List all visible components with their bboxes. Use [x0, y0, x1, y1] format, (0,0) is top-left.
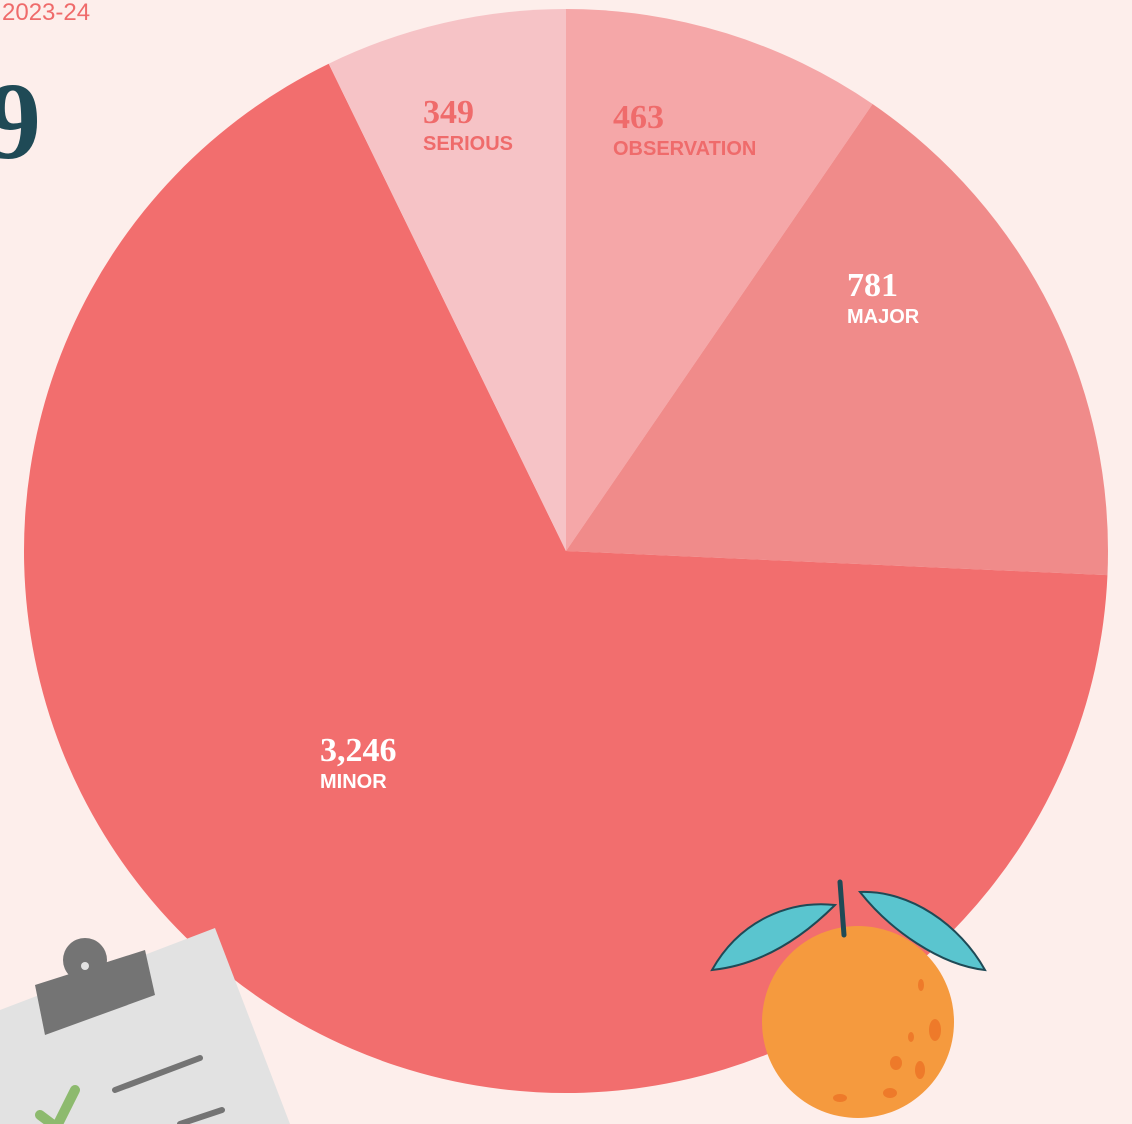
- clipboard-icon: [0, 928, 290, 1124]
- value-label: 463: [613, 99, 664, 136]
- pie-slice: [566, 9, 873, 551]
- headline: 9: [0, 60, 41, 182]
- value-label: 3,246: [320, 732, 397, 769]
- value-label: 781: [847, 267, 898, 304]
- value-label: 349: [423, 94, 474, 131]
- category-label: SERIOUS: [423, 133, 513, 155]
- pie-slice: [328, 9, 566, 551]
- category-label: MAJOR: [847, 306, 920, 328]
- pie-slice: [566, 104, 1108, 576]
- category-label: OBSERVATION: [613, 138, 756, 160]
- orange-icon: [710, 879, 987, 1118]
- category-label: MINOR: [320, 771, 387, 793]
- subtitle: 2023-24: [2, 0, 90, 26]
- pie-slice: [24, 63, 1108, 1094]
- pie: [24, 9, 1108, 1094]
